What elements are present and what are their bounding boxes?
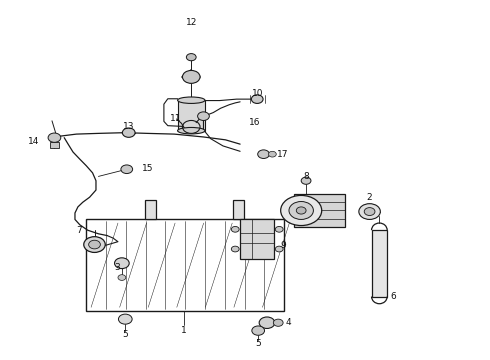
Circle shape bbox=[301, 177, 311, 184]
Circle shape bbox=[269, 151, 276, 157]
Circle shape bbox=[231, 226, 239, 232]
Circle shape bbox=[121, 165, 133, 174]
Circle shape bbox=[275, 226, 283, 232]
Circle shape bbox=[89, 240, 100, 249]
Text: 13: 13 bbox=[123, 122, 134, 131]
Text: 5: 5 bbox=[122, 330, 128, 339]
Circle shape bbox=[122, 128, 135, 137]
Circle shape bbox=[231, 246, 239, 252]
Circle shape bbox=[48, 133, 61, 142]
Text: 9: 9 bbox=[280, 241, 286, 250]
Bar bbox=[294, 194, 345, 226]
Circle shape bbox=[296, 207, 306, 214]
Bar bbox=[371, 230, 387, 297]
Circle shape bbox=[186, 54, 196, 61]
Bar bbox=[240, 220, 274, 259]
Circle shape bbox=[275, 246, 283, 252]
Circle shape bbox=[119, 314, 132, 324]
Circle shape bbox=[359, 204, 380, 220]
Circle shape bbox=[258, 150, 270, 158]
Text: 5: 5 bbox=[255, 339, 261, 348]
Circle shape bbox=[281, 195, 322, 226]
Text: 7: 7 bbox=[76, 226, 82, 235]
Text: 2: 2 bbox=[367, 193, 372, 202]
Circle shape bbox=[273, 319, 283, 326]
Bar bbox=[49, 142, 59, 148]
Circle shape bbox=[251, 95, 263, 103]
Text: 4: 4 bbox=[285, 318, 291, 327]
Circle shape bbox=[289, 202, 314, 220]
Ellipse shape bbox=[177, 127, 205, 134]
Circle shape bbox=[118, 275, 126, 280]
Text: 15: 15 bbox=[142, 164, 153, 173]
Circle shape bbox=[252, 326, 265, 335]
Text: 16: 16 bbox=[249, 118, 261, 127]
Text: 11: 11 bbox=[170, 114, 181, 123]
Text: 12: 12 bbox=[186, 18, 197, 27]
Circle shape bbox=[364, 208, 375, 216]
Bar bbox=[145, 200, 156, 220]
Text: 8: 8 bbox=[303, 172, 309, 181]
Bar bbox=[86, 220, 284, 311]
Circle shape bbox=[115, 258, 129, 269]
Text: 17: 17 bbox=[277, 150, 288, 159]
Circle shape bbox=[259, 317, 275, 328]
Ellipse shape bbox=[177, 97, 205, 103]
Circle shape bbox=[197, 112, 209, 121]
Text: 14: 14 bbox=[28, 137, 40, 146]
Circle shape bbox=[84, 237, 105, 252]
Text: 3: 3 bbox=[114, 264, 120, 273]
Bar bbox=[177, 100, 205, 131]
Bar bbox=[233, 200, 244, 220]
Text: 1: 1 bbox=[181, 326, 187, 335]
Circle shape bbox=[182, 71, 200, 84]
Text: 6: 6 bbox=[391, 292, 396, 301]
Text: 10: 10 bbox=[251, 89, 263, 98]
